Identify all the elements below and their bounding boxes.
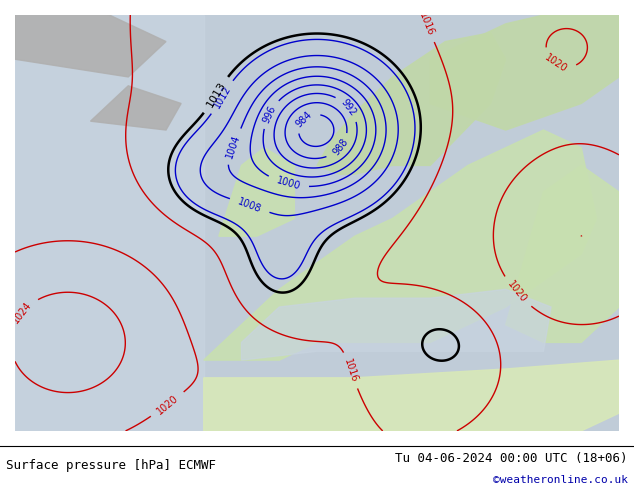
Polygon shape <box>15 6 166 77</box>
Text: Tu 04-06-2024 00:00 UTC (18+06): Tu 04-06-2024 00:00 UTC (18+06) <box>395 452 628 465</box>
Text: 984: 984 <box>294 109 314 129</box>
Polygon shape <box>219 147 294 236</box>
Text: 1013: 1013 <box>205 80 228 109</box>
Polygon shape <box>430 6 619 130</box>
Text: 1016: 1016 <box>342 357 359 384</box>
Polygon shape <box>242 289 551 360</box>
Text: 1012: 1012 <box>212 84 233 110</box>
Polygon shape <box>204 130 597 360</box>
Text: 1024: 1024 <box>11 299 34 325</box>
Text: 1004: 1004 <box>224 133 242 160</box>
Polygon shape <box>506 166 619 343</box>
Polygon shape <box>15 15 204 431</box>
Text: 996: 996 <box>261 103 278 124</box>
Text: 1020: 1020 <box>543 52 569 74</box>
Text: 988: 988 <box>331 137 350 158</box>
Text: 1020: 1020 <box>155 392 180 416</box>
Text: 1008: 1008 <box>236 196 263 214</box>
Text: 992: 992 <box>339 98 358 118</box>
Text: 1016: 1016 <box>417 11 436 38</box>
Text: ©weatheronline.co.uk: ©weatheronline.co.uk <box>493 475 628 485</box>
Polygon shape <box>204 360 619 431</box>
Polygon shape <box>91 86 181 130</box>
Text: Surface pressure [hPa] ECMWF: Surface pressure [hPa] ECMWF <box>6 459 216 472</box>
Text: 1000: 1000 <box>275 176 301 192</box>
Text: 1020: 1020 <box>505 279 528 305</box>
Polygon shape <box>317 33 506 174</box>
